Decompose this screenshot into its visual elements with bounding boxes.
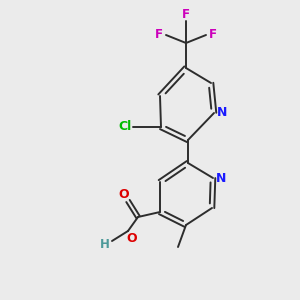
Text: F: F [155,28,163,41]
Text: O: O [119,188,129,200]
Text: F: F [209,28,217,41]
Text: H: H [100,238,110,251]
Text: N: N [217,106,227,119]
Text: N: N [216,172,226,184]
Text: Cl: Cl [118,121,132,134]
Text: F: F [182,8,190,20]
Text: O: O [127,232,137,245]
